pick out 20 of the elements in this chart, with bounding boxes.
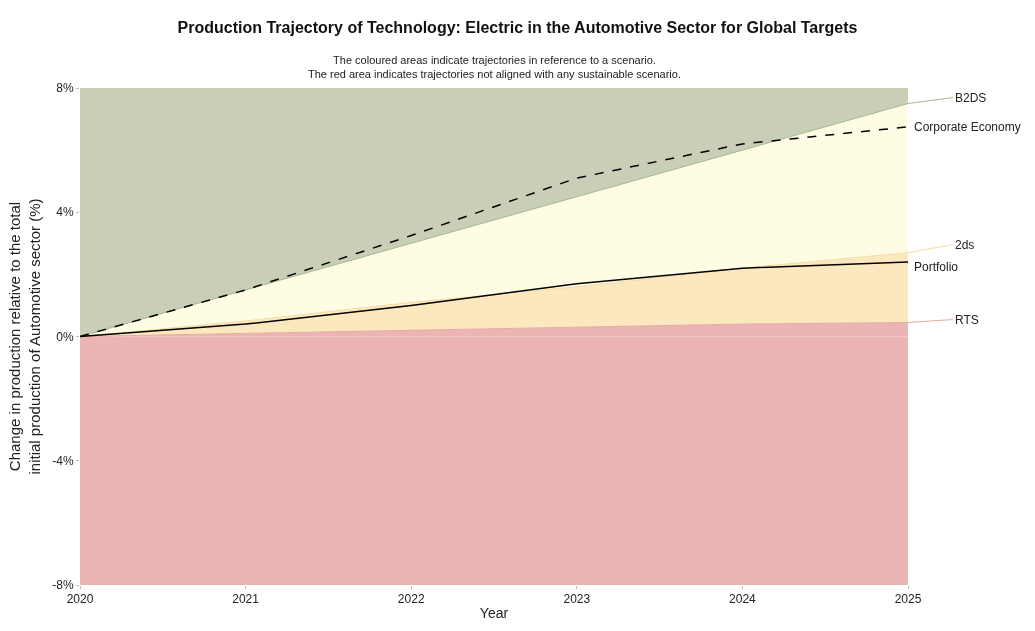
series-label: Corporate Economy	[914, 120, 1021, 134]
y-tick-label: 4%	[56, 205, 74, 220]
y-tick-label: -4%	[52, 453, 74, 468]
y-tick-label: 8%	[56, 81, 74, 96]
legend-label: B2DS	[955, 91, 987, 105]
legend-label: RTS	[955, 313, 979, 327]
y-tick-label: -8%	[52, 578, 74, 593]
x-tick-label: 2025	[894, 592, 922, 607]
chart-title: Production Trajectory of Technology: Electric in the Automotive Sector for Global Targets	[177, 19, 858, 37]
x-axis-title: Year	[479, 604, 509, 621]
chart-subtitle: The coloured areas indicate trajectories in reference to a scenario. The red area indicates trajectories not aligned with any sustainable scenario.	[308, 54, 681, 81]
x-tick-label: 2021	[232, 592, 260, 607]
legend-label: 2ds	[955, 238, 975, 252]
x-tick-label: 2020	[66, 592, 94, 607]
series-label: Portfolio	[914, 260, 959, 274]
y-tick-label: 0%	[56, 329, 74, 344]
x-tick-label: 2022	[397, 592, 425, 607]
x-tick-label: 2023	[563, 592, 591, 607]
x-tick-label: 2024	[729, 592, 757, 607]
y-axis-title: Change in production relative to the total initial production of Automotive sector (%)	[6, 198, 43, 475]
